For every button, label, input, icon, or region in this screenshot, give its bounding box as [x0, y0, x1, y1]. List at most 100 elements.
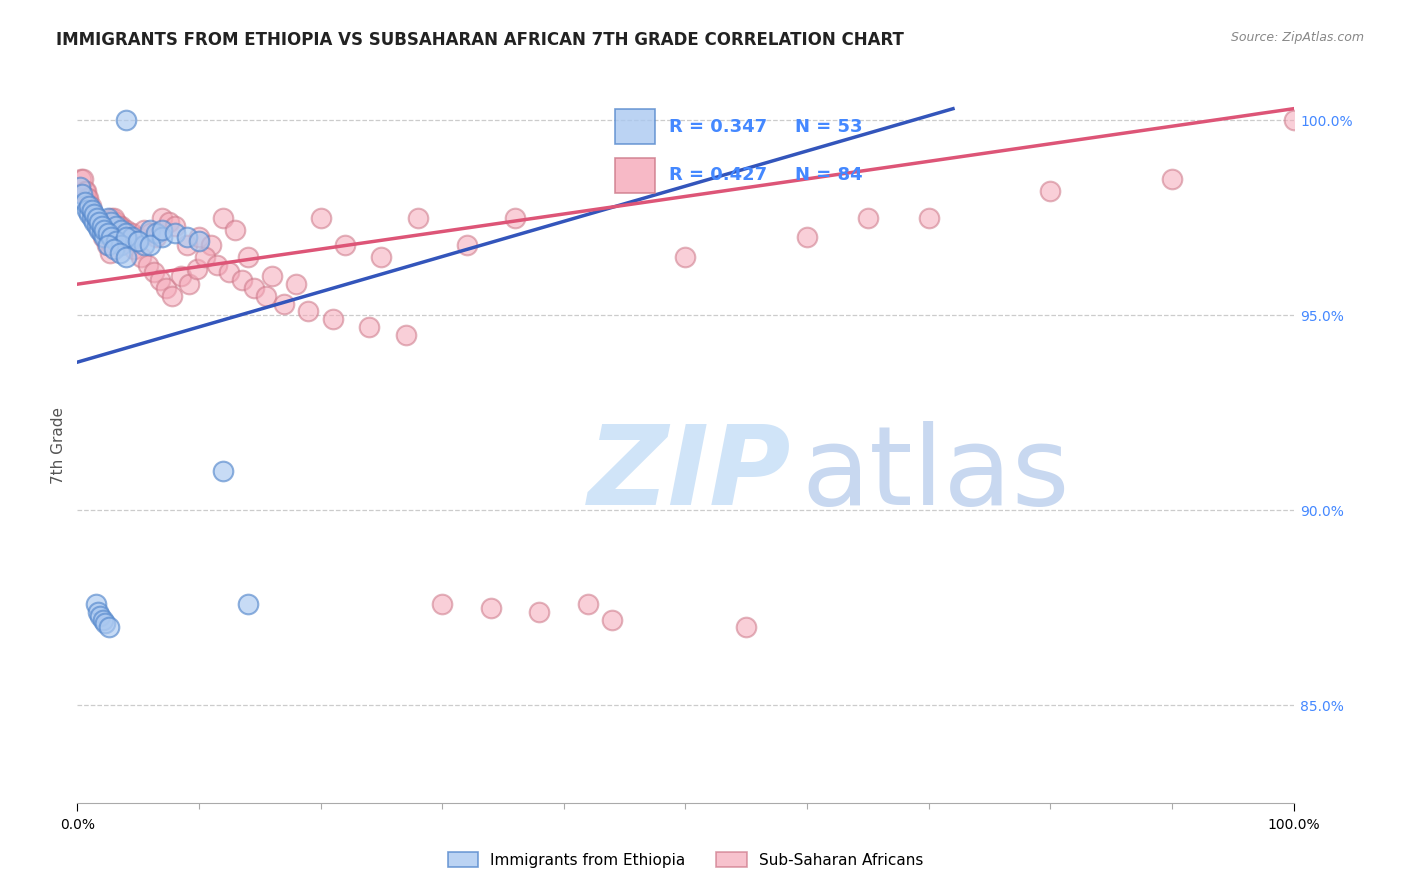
Point: [1161, 172, 1184, 186]
Point: [479, 600, 502, 615]
Point: [110, 238, 132, 252]
Point: [1282, 113, 1305, 128]
Point: [134, 238, 156, 252]
Point: [89, 222, 111, 236]
Point: [121, 227, 143, 241]
Point: [97, 620, 120, 634]
Point: [236, 597, 259, 611]
Point: [83, 207, 105, 221]
Point: [1039, 184, 1062, 198]
Point: [152, 230, 174, 244]
Point: [200, 238, 222, 252]
Point: [76, 203, 98, 218]
Point: [254, 289, 277, 303]
Point: [77, 191, 100, 205]
Point: [69, 179, 91, 194]
Point: [96, 238, 118, 252]
Text: ZIP: ZIP: [588, 421, 792, 528]
Point: [110, 219, 132, 233]
Point: [456, 238, 478, 252]
Point: [121, 230, 143, 244]
Point: [115, 227, 138, 241]
Point: [735, 620, 758, 634]
Point: [406, 211, 429, 225]
Point: [86, 211, 108, 225]
Point: [194, 250, 217, 264]
Point: [212, 211, 235, 225]
Point: [76, 191, 98, 205]
Point: [529, 605, 551, 619]
Point: [73, 195, 96, 210]
Point: [72, 172, 94, 186]
Point: [82, 207, 104, 221]
Point: [97, 238, 120, 252]
Point: [127, 230, 149, 244]
Point: [89, 608, 111, 623]
Point: [129, 250, 152, 264]
Point: [80, 211, 103, 225]
Point: [90, 227, 112, 241]
Point: [87, 605, 110, 619]
Point: [93, 222, 115, 236]
Point: [602, 613, 624, 627]
Point: [796, 230, 818, 244]
Point: [89, 215, 111, 229]
Point: [98, 246, 121, 260]
Point: [395, 327, 418, 342]
Point: [93, 222, 115, 236]
Point: [105, 215, 128, 229]
Text: Source: ZipAtlas.com: Source: ZipAtlas.com: [1230, 31, 1364, 45]
Point: [179, 277, 201, 292]
Point: [75, 184, 97, 198]
Point: [103, 242, 125, 256]
Point: [136, 258, 159, 272]
Point: [89, 222, 111, 236]
Point: [127, 234, 149, 248]
Point: [97, 227, 120, 241]
Point: [188, 234, 211, 248]
Point: [107, 219, 129, 233]
Point: [79, 199, 101, 213]
Point: [176, 238, 198, 252]
Point: [134, 222, 156, 236]
Point: [70, 187, 93, 202]
Point: [115, 250, 138, 264]
Point: [370, 250, 392, 264]
Point: [79, 207, 101, 221]
Point: [186, 261, 208, 276]
Point: [212, 464, 235, 478]
Point: [142, 265, 165, 279]
Point: [309, 211, 332, 225]
Point: [108, 246, 131, 260]
Point: [80, 207, 103, 221]
Point: [152, 222, 174, 236]
Point: [145, 230, 167, 244]
Point: [176, 230, 198, 244]
Point: [117, 234, 139, 248]
Point: [70, 172, 93, 186]
Point: [93, 230, 115, 244]
Point: [205, 258, 228, 272]
Point: [91, 230, 114, 244]
Point: [86, 219, 108, 233]
Point: [91, 613, 114, 627]
Point: [218, 265, 240, 279]
Point: [79, 199, 101, 213]
Point: [675, 250, 697, 264]
Point: [224, 222, 246, 236]
Point: [105, 219, 128, 233]
Point: [100, 230, 122, 244]
Point: [856, 211, 879, 225]
Point: [97, 211, 120, 225]
Point: [576, 597, 599, 611]
Point: [94, 616, 117, 631]
Point: [157, 215, 180, 229]
Point: [124, 242, 146, 256]
Point: [322, 312, 344, 326]
Point: [139, 238, 162, 252]
Text: atlas: atlas: [801, 421, 1070, 528]
Point: [145, 227, 167, 241]
Point: [333, 238, 356, 252]
Point: [231, 273, 253, 287]
Y-axis label: 7th Grade: 7th Grade: [51, 408, 66, 484]
